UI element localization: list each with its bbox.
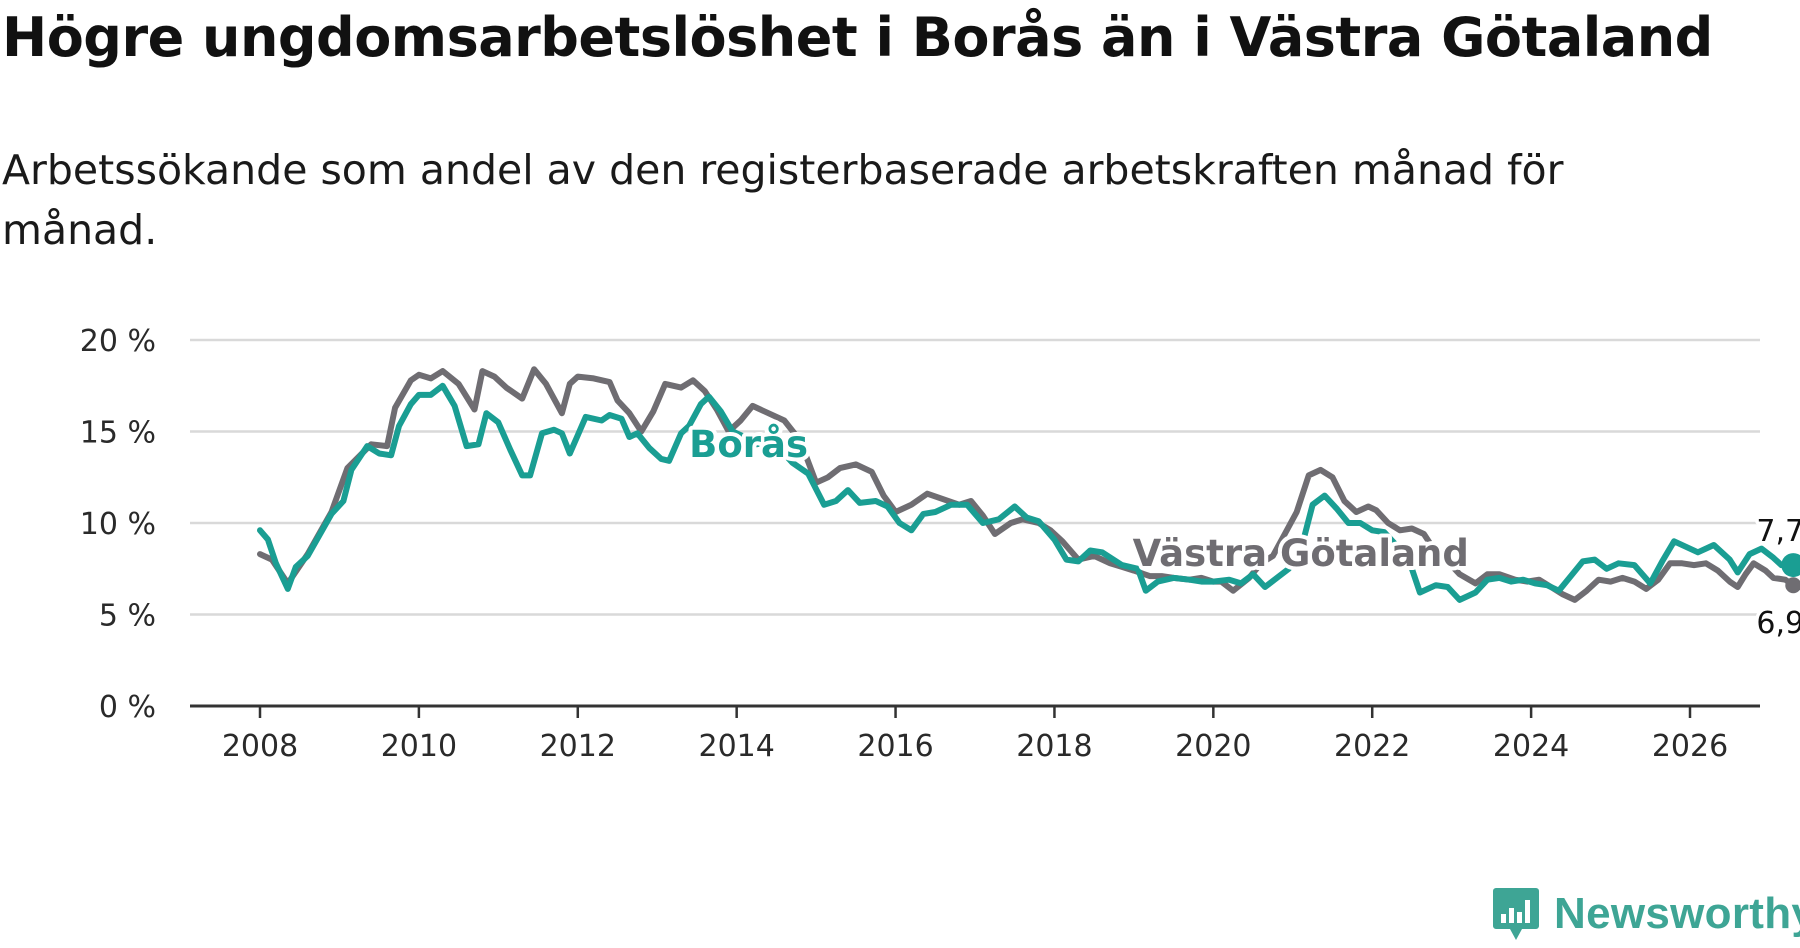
series-line-bor-s [257,382,1797,603]
x-tick-label: 2008 [222,729,298,764]
x-tick-label: 2016 [857,729,933,764]
x-tick-label: 2012 [540,729,616,764]
series-lines [257,366,1800,603]
line-chart: 0 %5 %10 %15 %20 % 2008 2010 2012 2014 2016 2… [80,324,1800,764]
x-tick-label: 2014 [698,729,774,764]
y-tick-label: 5 % [99,599,156,634]
x-tick-label: 2020 [1175,729,1251,764]
x-tick-label: 2010 [381,729,457,764]
series-line-v-stra-g-taland [257,366,1797,603]
end-point-boras [1781,553,1800,578]
x-axis: 2008 2010 2012 2014 2016 2018 2020 2022 2024 2026 [190,704,1760,764]
chart-title: Högre ungdomsarbetslöshet i Borås än i V… [2,6,1713,69]
series-label-boras: Borås [689,423,808,466]
gridlines [190,338,1760,616]
y-tick-label: 10 % [80,507,156,542]
newsworthy-logo[interactable]: Newsworthy [1492,886,1800,942]
y-axis: 0 % 5 % 10 % 15 % 20 % [80,324,156,725]
y-tick-label: 20 % [80,324,156,359]
x-tick-label: 2022 [1334,729,1410,764]
brand-name: Newsworthy [1554,889,1800,938]
chart-annotations: 7,7 % 6,9 % Borås Västra Götaland [685,419,1800,645]
y-tick-label: 15 % [80,416,156,451]
end-label-vastra-gotaland: 6,9 % [1756,606,1800,641]
newsworthy-logo-icon [1493,888,1539,940]
y-tick-label: 0 % [99,690,156,725]
x-tick-label: 2018 [1016,729,1092,764]
x-tick-label: 2024 [1493,729,1569,764]
chart-subtitle: Arbetssökande som andel av den registerb… [2,146,1564,254]
end-label-boras: 7,7 % [1756,514,1800,549]
x-tick-label: 2026 [1652,729,1728,764]
end-point-vastra-gotaland [1785,577,1800,594]
series-label-vastra-gotaland: Västra Götaland [1133,532,1469,575]
